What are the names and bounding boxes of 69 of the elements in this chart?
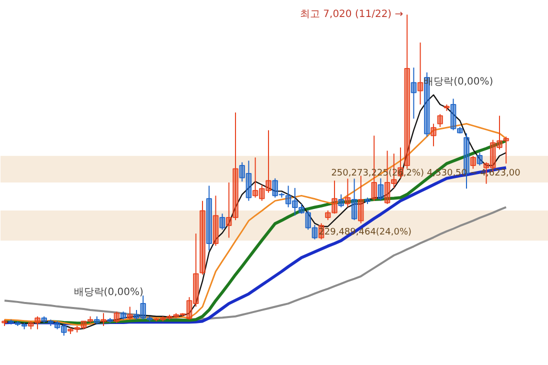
candlestick: [417, 42, 424, 106]
candlestick: [503, 136, 509, 164]
candlestick: [325, 210, 331, 221]
candlestick: [378, 178, 384, 202]
candlestick: [8, 319, 14, 325]
candlestick: [2, 319, 8, 327]
candlestick: [272, 178, 278, 198]
candlestick: [186, 296, 192, 320]
candlestick: [166, 314, 172, 320]
candlestick: [74, 326, 80, 333]
candlestick: [410, 67, 417, 120]
candlestick: [292, 187, 298, 216]
candlestick: [127, 306, 133, 320]
candlestick: [246, 160, 252, 202]
candlestick: [219, 213, 226, 230]
candlestick: [404, 14, 410, 170]
candlestick: [226, 182, 232, 238]
candlestick: [206, 185, 212, 252]
candlestick: [338, 194, 344, 208]
candlestick: [28, 320, 34, 330]
candlestick: [114, 311, 120, 324]
annotation: 최고 7,020 (11/22) →: [300, 9, 404, 20]
candlestick: [312, 224, 318, 240]
candlestick: [259, 184, 265, 202]
candlestick: [100, 312, 106, 327]
candlestick: [193, 233, 199, 308]
candlestick: [61, 324, 67, 336]
candlestick: [160, 316, 166, 322]
candlestick: [134, 309, 140, 320]
candlestick: [200, 200, 206, 276]
candlestick: [351, 178, 358, 221]
candlestick: [364, 197, 370, 205]
candlestick: [252, 156, 258, 198]
candlestick: [496, 115, 502, 150]
candlestick: [437, 114, 443, 128]
candlestick: [14, 320, 21, 327]
candlestick: [34, 316, 40, 330]
candlestick: [332, 180, 338, 214]
candlestick: [444, 104, 450, 112]
candlestick: [457, 126, 463, 134]
candlestick: [173, 312, 179, 318]
candlestick: [298, 204, 304, 214]
candlestick: [232, 112, 238, 221]
candlestick: [239, 162, 245, 182]
annotation: 배당락(0,00%): [74, 286, 144, 298]
candlestick: [68, 327, 74, 335]
candlestick: [470, 155, 476, 170]
candlestick: [80, 320, 87, 330]
candlestick: [48, 319, 54, 327]
candlestick: [430, 123, 436, 147]
candlestick: [344, 178, 351, 208]
candlestick: [87, 316, 94, 324]
candlestick: [180, 312, 186, 317]
candlestick: [212, 195, 219, 246]
candlestick: [146, 316, 153, 322]
candlestick: [107, 317, 113, 324]
candlestick: [41, 316, 47, 324]
candlestick: [285, 185, 292, 208]
candlestick: [94, 316, 100, 325]
candlestick: [266, 130, 272, 194]
candlestick: [358, 175, 364, 224]
candlestick: [21, 322, 28, 330]
candlestick: [476, 152, 483, 166]
candlestick: [305, 210, 311, 230]
candlestick: [140, 295, 146, 320]
candlestick: [54, 320, 60, 330]
candlestick: [153, 317, 160, 322]
candlestick: [450, 98, 456, 131]
candlestick: [120, 311, 126, 320]
